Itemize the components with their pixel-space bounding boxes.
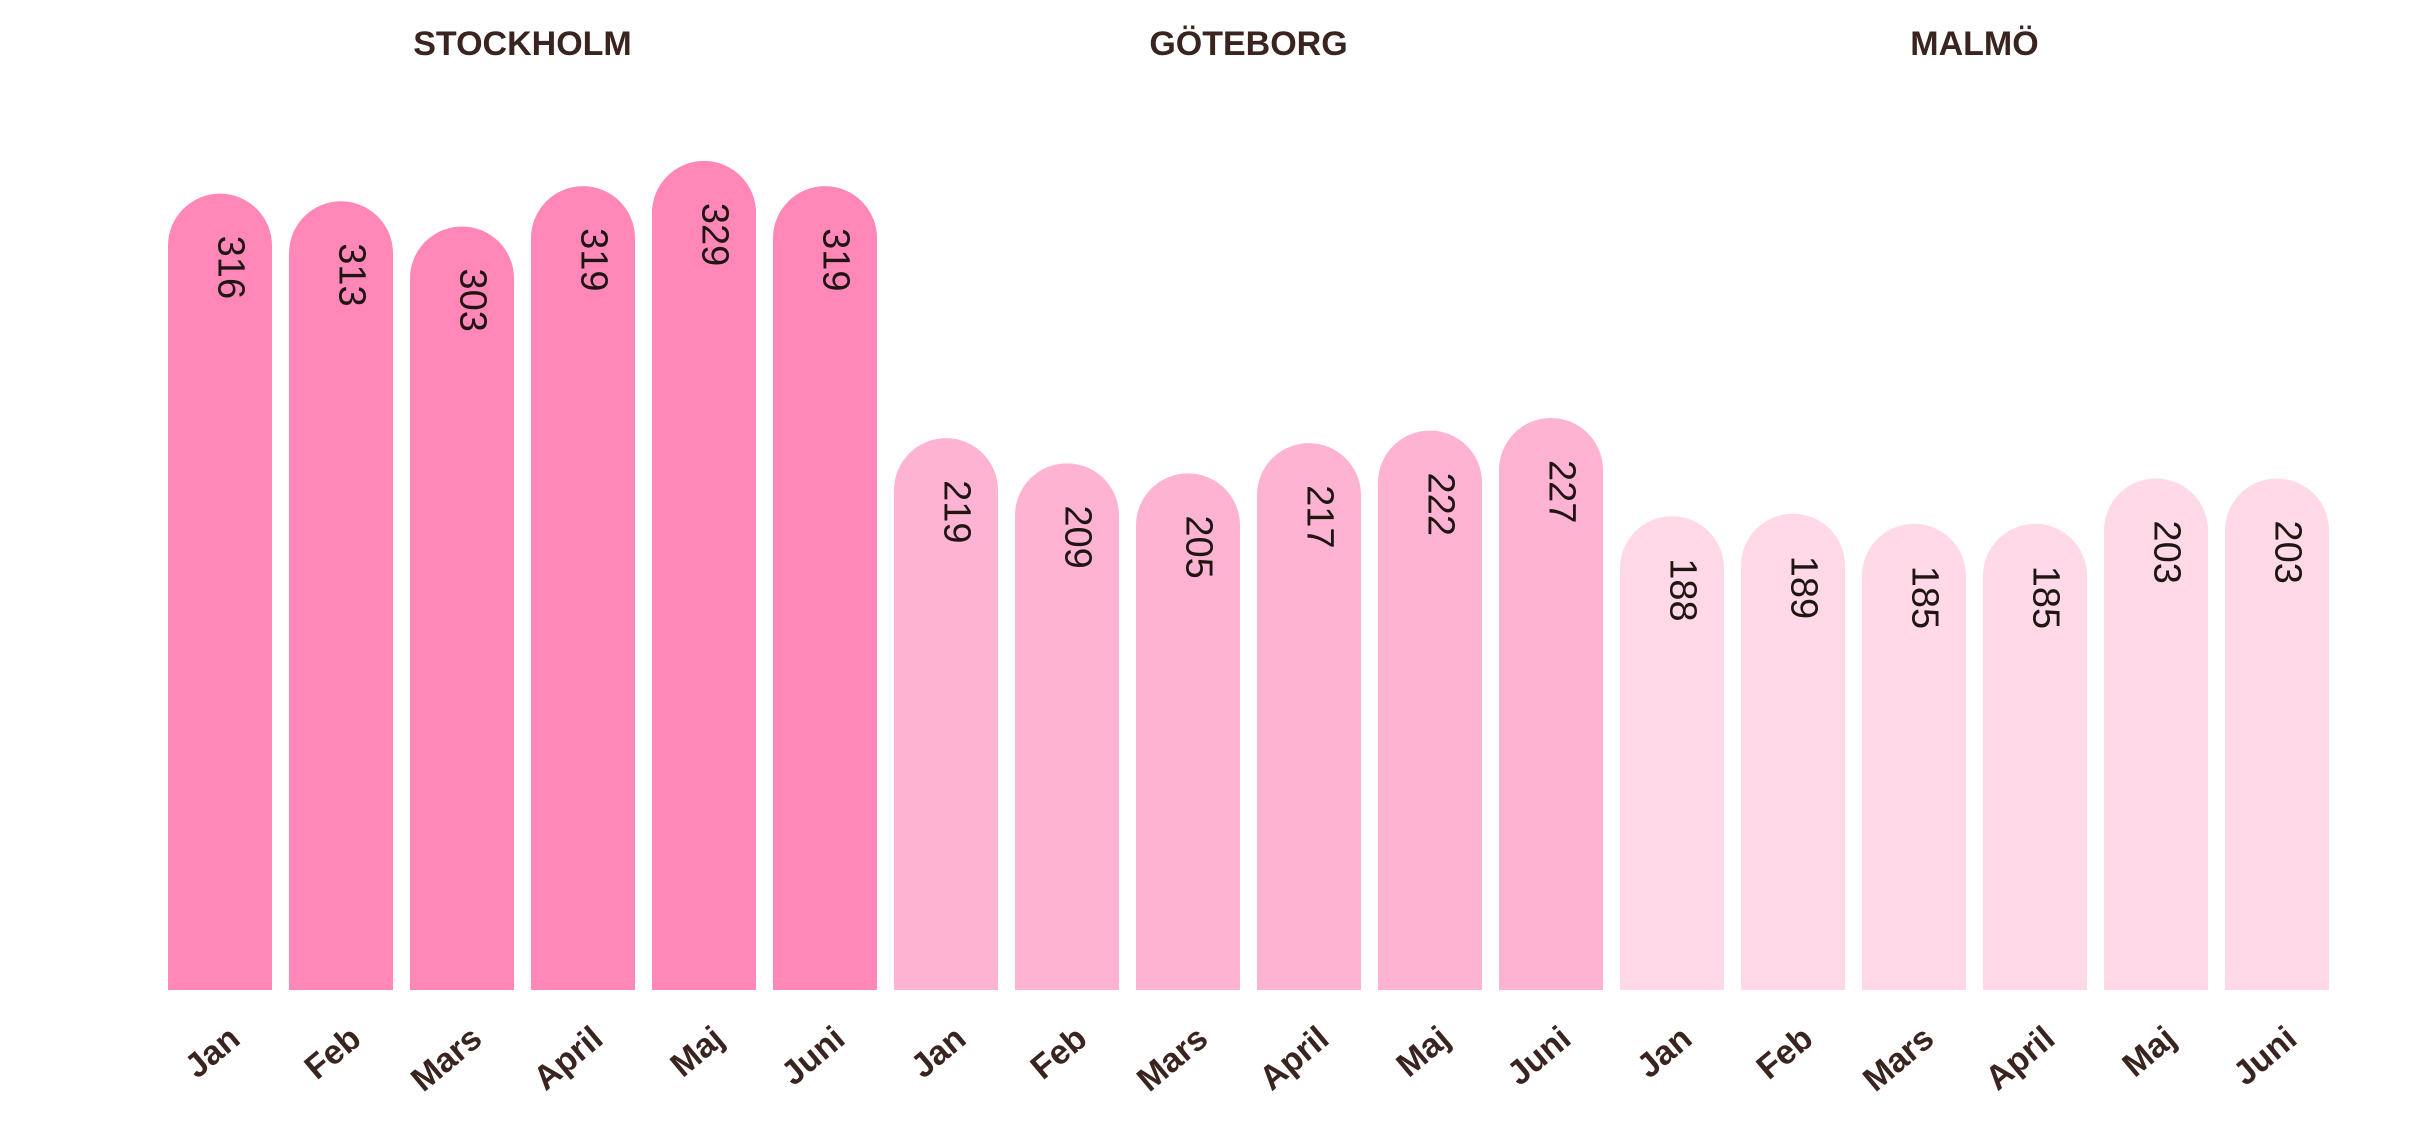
bar-value-label: 185 [2024, 566, 2066, 629]
x-tick-label: Feb [297, 1019, 368, 1087]
bar-value-label: 205 [1177, 515, 1219, 578]
bar [2104, 478, 2208, 990]
bar [289, 201, 393, 991]
bar [1862, 523, 1966, 990]
bar [1136, 473, 1240, 990]
bar [1741, 513, 1845, 990]
bar [1499, 417, 1603, 991]
bar [1257, 443, 1361, 990]
bar-value-label: 188 [1661, 558, 1703, 621]
x-tick-label: Juni [1500, 1019, 1578, 1093]
group-title: MALMÖ [1910, 25, 2038, 63]
bar [1015, 463, 1119, 990]
bar-value-label: 313 [330, 243, 372, 306]
bar [410, 226, 514, 991]
x-tick-label: Mars [404, 1019, 489, 1099]
bar [1620, 516, 1724, 990]
bar [894, 438, 998, 990]
x-tick-label: Juni [774, 1019, 852, 1093]
x-tick-label: Jan [1630, 1019, 1699, 1086]
bar-value-label: 316 [209, 236, 251, 299]
x-tick-label: Maj [1389, 1019, 1457, 1085]
bar [2225, 478, 2329, 990]
bar-value-label: 203 [2145, 520, 2187, 583]
group-title: STOCKHOLM [413, 25, 631, 63]
bar-value-label: 227 [1540, 460, 1582, 523]
bar-value-label: 222 [1419, 473, 1461, 536]
bar-value-label: 209 [1056, 505, 1098, 568]
x-tick-label: Maj [2115, 1019, 2183, 1085]
x-tick-label: Feb [1023, 1019, 1094, 1087]
group-title: GÖTEBORG [1149, 25, 1347, 63]
bar [168, 193, 272, 991]
bar-value-label: 319 [814, 228, 856, 291]
x-tick-label: Jan [904, 1019, 973, 1086]
bar-value-label: 203 [2266, 520, 2308, 583]
x-tick-label: Mars [1856, 1019, 1941, 1099]
bar-value-label: 329 [693, 203, 735, 266]
bar [1983, 523, 2087, 990]
bar [531, 186, 635, 990]
bar [1378, 430, 1482, 990]
bar-value-label: 185 [1903, 566, 1945, 629]
x-tick-label: Maj [663, 1019, 731, 1085]
x-tick-label: April [1252, 1019, 1336, 1098]
x-tick-label: Juni [2226, 1019, 2304, 1093]
x-tick-label: Feb [1749, 1019, 1820, 1087]
x-tick-label: Jan [178, 1019, 247, 1086]
bar-value-label: 303 [451, 268, 493, 331]
x-tick-label: April [526, 1019, 610, 1098]
bar-value-label: 217 [1298, 485, 1340, 548]
bar-value-label: 319 [572, 228, 614, 291]
bar-value-label: 189 [1782, 556, 1824, 619]
bar [773, 186, 877, 990]
bar-value-label: 219 [935, 480, 977, 543]
x-tick-label: April [1978, 1019, 2062, 1098]
bar [652, 160, 756, 991]
x-tick-label: Mars [1130, 1019, 1215, 1099]
